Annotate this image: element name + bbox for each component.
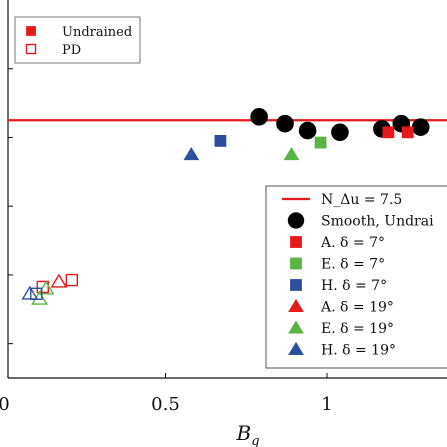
x-tick-label: 0.5 bbox=[151, 394, 180, 415]
data-point bbox=[214, 134, 227, 147]
legend-main-label: N_Δu = 7.5 bbox=[321, 192, 402, 208]
data-point bbox=[65, 273, 79, 287]
x-tick-label: 1 bbox=[321, 394, 332, 415]
data-point bbox=[21, 285, 39, 300]
legend-main-label: H. δ = 7° bbox=[321, 278, 387, 294]
data-point bbox=[298, 121, 317, 140]
data-point bbox=[250, 108, 268, 126]
data-point bbox=[382, 126, 395, 139]
legend-main-label: A. δ = 19° bbox=[320, 300, 394, 316]
legend-main-label: H. δ = 19° bbox=[321, 343, 396, 359]
data-point bbox=[183, 147, 200, 161]
legend-main-label: E. δ = 19° bbox=[321, 321, 394, 337]
legend-main-marker bbox=[288, 298, 304, 313]
legend-main-marker bbox=[288, 320, 304, 334]
data-point bbox=[331, 123, 349, 142]
legend-top-label: Undrained bbox=[62, 25, 132, 40]
legend-top-marker bbox=[26, 26, 36, 36]
x-axis-label: Bq bbox=[235, 421, 259, 447]
legend-top: Undrained PD bbox=[14, 16, 141, 64]
legend-main-marker bbox=[287, 212, 305, 229]
legend-main-marker bbox=[288, 341, 304, 356]
legend-main-marker bbox=[290, 279, 302, 291]
data-point bbox=[276, 114, 294, 133]
data-point bbox=[314, 136, 327, 149]
data-point bbox=[401, 126, 414, 139]
data-point bbox=[411, 118, 430, 136]
legend-main: N_Δu = 7.5 Smooth, Undrai A. δ = 7° E. δ = … bbox=[265, 185, 447, 369]
legend-main-label: A. δ = 7° bbox=[320, 235, 385, 251]
data-points bbox=[21, 108, 430, 305]
data-point bbox=[50, 273, 68, 288]
legend-main-marker bbox=[290, 257, 302, 270]
data-point bbox=[30, 287, 43, 301]
x-tick-label: 0 bbox=[0, 394, 10, 415]
legend-main-marker bbox=[290, 236, 302, 248]
legend-main-label: E. δ = 7° bbox=[321, 257, 385, 273]
legend-top-label: PD bbox=[62, 43, 81, 58]
legend-top-box bbox=[14, 16, 141, 64]
data-point bbox=[283, 147, 300, 161]
legend-top-marker bbox=[25, 43, 37, 55]
legend-main-label: Smooth, Undrai bbox=[321, 214, 434, 230]
